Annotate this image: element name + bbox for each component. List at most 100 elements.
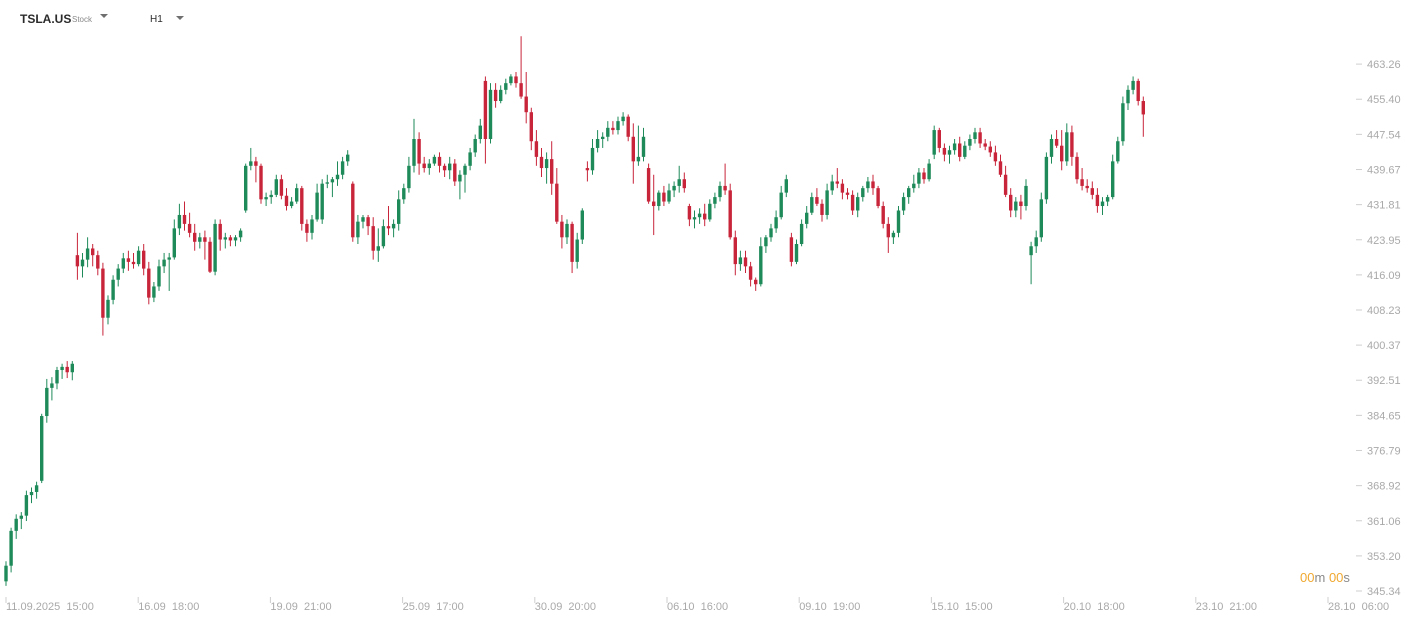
- candle: [830, 174, 834, 195]
- symbol-dropdown-icon[interactable]: [100, 14, 108, 18]
- candle-body: [24, 495, 29, 516]
- candle-body: [187, 223, 192, 233]
- candle: [697, 208, 702, 224]
- candle-body: [75, 255, 80, 267]
- candle-body: [1126, 89, 1130, 104]
- candle-body: [861, 188, 865, 198]
- candle: [667, 183, 671, 204]
- candle: [524, 71, 528, 124]
- candle-body: [422, 163, 426, 169]
- candle: [106, 295, 110, 325]
- candle-body: [50, 383, 54, 388]
- candle: [1019, 194, 1023, 220]
- candle-body: [346, 154, 350, 162]
- candle-body: [927, 163, 931, 180]
- y-tick-label: 384.65: [1367, 410, 1401, 422]
- candle: [381, 219, 386, 249]
- candle-body: [1105, 197, 1110, 202]
- candle-body: [351, 183, 355, 238]
- candle: [631, 123, 635, 184]
- candle-body: [764, 237, 768, 247]
- candle: [85, 237, 90, 268]
- candle-body: [60, 366, 64, 371]
- candle: [1070, 125, 1074, 166]
- candle: [856, 192, 860, 218]
- candle-body: [626, 116, 630, 137]
- x-tick-label: 09.10 19:00: [799, 601, 860, 613]
- candle: [315, 183, 319, 222]
- candle-body: [1049, 139, 1054, 157]
- candle-body: [601, 136, 605, 140]
- candle-body: [585, 168, 590, 171]
- candle: [1075, 152, 1079, 184]
- candle-body: [1075, 156, 1079, 180]
- candle: [912, 174, 916, 193]
- candle: [907, 185, 911, 204]
- y-tick-label: 416.09: [1367, 270, 1401, 282]
- candle-body: [1019, 201, 1023, 207]
- candle: [9, 527, 13, 573]
- candle-body: [147, 268, 151, 298]
- candle: [769, 223, 773, 242]
- candle-body: [958, 143, 962, 157]
- candle: [4, 561, 8, 586]
- timeframe-dropdown-icon[interactable]: [176, 16, 184, 20]
- candle: [279, 174, 284, 200]
- candle: [19, 512, 23, 530]
- candle-body: [738, 257, 743, 265]
- candle: [810, 192, 814, 215]
- candle: [325, 174, 329, 189]
- candle: [973, 127, 977, 144]
- candle: [534, 130, 539, 166]
- candle-body: [708, 203, 712, 220]
- candle-body: [805, 212, 809, 224]
- candle-body: [254, 161, 258, 166]
- candle-body: [208, 241, 212, 272]
- candle: [111, 275, 115, 305]
- candle: [519, 36, 523, 99]
- candle-body: [901, 197, 906, 211]
- candle: [427, 159, 431, 175]
- candle: [616, 116, 620, 135]
- y-tick-label: 392.51: [1367, 375, 1401, 387]
- y-tick-label: 353.20: [1367, 551, 1401, 563]
- candle: [799, 219, 804, 247]
- candle-body: [504, 83, 508, 90]
- candle: [998, 154, 1003, 177]
- candle-body: [193, 232, 197, 242]
- candle-body: [799, 223, 804, 245]
- candle-body: [759, 246, 763, 285]
- candle-body: [228, 237, 233, 241]
- candle-body: [779, 192, 783, 218]
- candle-body: [952, 143, 957, 151]
- candle: [611, 121, 615, 135]
- candle: [682, 172, 686, 193]
- candle-body: [907, 188, 911, 198]
- candle: [565, 219, 569, 245]
- candle: [789, 232, 794, 267]
- candle-body: [616, 121, 620, 131]
- candle: [172, 219, 176, 260]
- countdown-seconds-unit: s: [1343, 570, 1350, 585]
- candle-body: [1060, 145, 1064, 162]
- candle-body: [896, 210, 901, 233]
- candle: [815, 188, 819, 207]
- candle-body: [636, 156, 641, 162]
- candle-body: [136, 250, 141, 265]
- candle: [529, 107, 533, 151]
- timeframe-label: H1: [150, 14, 163, 25]
- candle: [366, 214, 370, 236]
- y-tick-label: 463.26: [1367, 59, 1401, 71]
- candle-body: [412, 139, 416, 166]
- candle-body: [993, 152, 998, 162]
- candle-body: [478, 125, 482, 140]
- candle-body: [325, 182, 329, 184]
- candle-body: [529, 112, 533, 142]
- candle: [764, 235, 768, 253]
- candle: [478, 118, 482, 144]
- candle-body: [315, 192, 319, 220]
- candle-body: [233, 237, 238, 241]
- candle-body: [978, 132, 982, 144]
- candle-body: [9, 530, 13, 566]
